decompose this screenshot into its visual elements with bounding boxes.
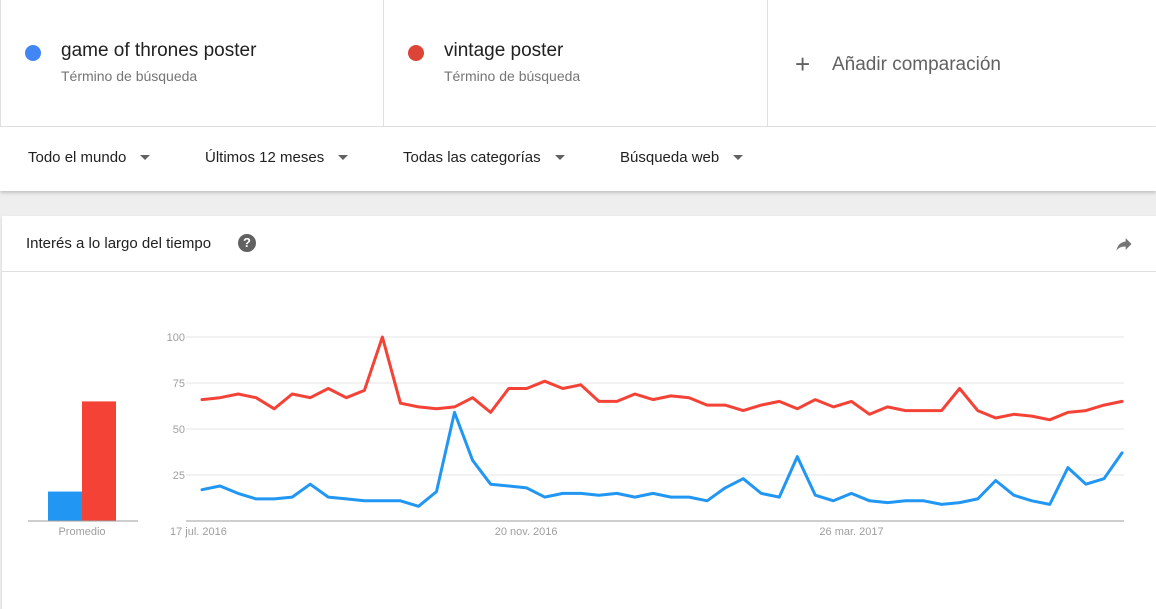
- category-filter-label: Todas las categorías: [403, 149, 541, 166]
- term-card-1[interactable]: game of thrones poster Término de búsque…: [0, 0, 384, 127]
- help-icon[interactable]: ?: [238, 234, 256, 252]
- average-bar-game-of-thrones-poster: [48, 491, 82, 521]
- term-card-2[interactable]: vintage poster Término de búsqueda: [384, 0, 768, 127]
- category-filter-dropdown[interactable]: Todas las categorías: [403, 149, 565, 166]
- term-2-color-dot: [408, 45, 424, 61]
- card-header: Interés a lo largo del tiempo ?: [2, 216, 1156, 272]
- add-comparison-label: Añadir comparación: [832, 54, 1001, 75]
- region-filter-label: Todo el mundo: [28, 149, 127, 166]
- chevron-down-icon: [733, 155, 744, 160]
- term-2-name[interactable]: vintage poster: [444, 40, 564, 61]
- y-tick-label: 100: [167, 332, 185, 344]
- time-filter-label: Últimos 12 meses: [205, 149, 325, 166]
- card-title: Interés a lo largo del tiempo: [26, 235, 212, 252]
- series-line-game-of-thrones-poster: [200, 410, 1124, 508]
- add-comparison-button[interactable]: + Añadir comparación: [768, 0, 1156, 127]
- chevron-down-icon: [140, 155, 151, 160]
- interest-over-time-card: Interés a lo largo del tiempo ? 25 50 75 10…: [2, 216, 1156, 609]
- interest-chart: 25 50 75 100 17 jul. 2016 20 nov. 2016 26 mar.…: [28, 332, 1124, 538]
- search-type-filter-dropdown[interactable]: Búsqueda web: [620, 149, 744, 166]
- chevron-down-icon: [554, 155, 565, 160]
- search-type-filter-label: Búsqueda web: [620, 149, 720, 166]
- filters-bar: Todo el mundo Últimos 12 meses Todas las…: [0, 127, 1156, 191]
- x-tick-label: 17 jul. 2016: [170, 526, 227, 538]
- term-1-subtitle: Término de búsqueda: [61, 68, 198, 84]
- region-filter-dropdown[interactable]: Todo el mundo: [28, 149, 151, 166]
- time-filter-dropdown[interactable]: Últimos 12 meses: [205, 149, 349, 166]
- share-icon[interactable]: [1114, 234, 1134, 254]
- x-tick-label: 20 nov. 2016: [495, 526, 558, 538]
- comparison-header: game of thrones poster Término de búsque…: [0, 0, 1156, 127]
- y-tick-label: 25: [173, 470, 185, 482]
- x-tick-label: 26 mar. 2017: [819, 526, 883, 538]
- term-2-subtitle: Término de búsqueda: [444, 68, 581, 84]
- average-bar-vintage-poster: [82, 401, 116, 521]
- y-tick-label: 50: [173, 424, 185, 436]
- term-1-color-dot: [25, 45, 41, 61]
- plus-icon: +: [795, 49, 811, 79]
- chevron-down-icon: [338, 155, 349, 160]
- term-1-name[interactable]: game of thrones poster: [61, 40, 257, 61]
- series-line-vintage-poster: [200, 335, 1124, 422]
- average-label: Promedio: [58, 526, 105, 538]
- y-tick-label: 75: [173, 378, 185, 390]
